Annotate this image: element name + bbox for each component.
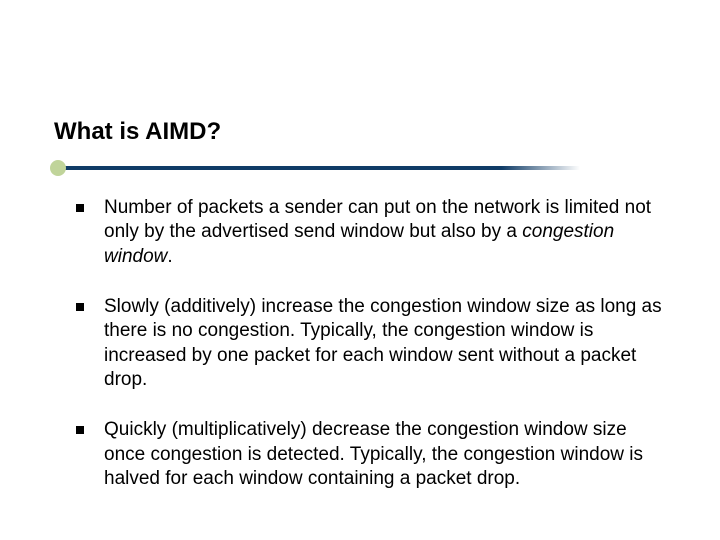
title-rule (0, 156, 720, 180)
slide: What is AIMD? Number of packets a sender… (0, 0, 720, 540)
bullet-item: Slowly (additively) increase the congest… (76, 295, 666, 392)
bullet-text: Number of packets a sender can put on th… (104, 196, 666, 269)
bullet-text: Slowly (additively) increase the congest… (104, 295, 666, 392)
bullet-text: Quickly (multiplicatively) decrease the … (104, 418, 666, 491)
bullet-text-pre: Slowly (additively) increase the congest… (104, 296, 662, 390)
bullet-marker-icon (76, 204, 84, 212)
bullet-text-post: . (167, 246, 172, 267)
slide-title: What is AIMD? (54, 118, 221, 146)
accent-dot-icon (50, 160, 66, 176)
bullet-item: Quickly (multiplicatively) decrease the … (76, 418, 666, 491)
bullet-text-pre: Quickly (multiplicatively) decrease the … (104, 419, 643, 489)
slide-body: Number of packets a sender can put on th… (76, 196, 666, 517)
bullet-marker-icon (76, 303, 84, 311)
bullet-item: Number of packets a sender can put on th… (76, 196, 666, 269)
bullet-marker-icon (76, 426, 84, 434)
horizontal-rule (56, 166, 580, 170)
